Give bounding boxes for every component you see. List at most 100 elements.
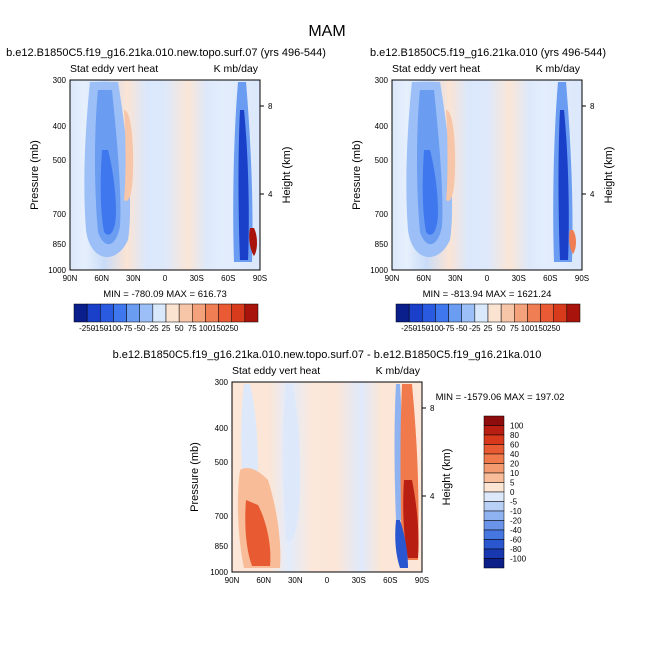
colorbar-swatch	[483, 463, 505, 474]
panel-2-subtitle-left: Stat eddy vert heat	[392, 63, 480, 75]
colorbar-label: 50	[497, 324, 506, 333]
colorbar-swatch	[139, 303, 154, 323]
colorbar-label: -150	[92, 324, 109, 333]
colorbar-swatch	[566, 303, 581, 323]
panel-2-right-tick-label: 4	[590, 190, 595, 199]
panel-3-y-tick: 300	[215, 378, 229, 387]
panel-1-x-tick: 90N	[63, 274, 78, 283]
colorbar-swatch	[474, 303, 489, 323]
colorbar-swatch	[178, 303, 193, 323]
colorbar-swatch	[483, 558, 505, 569]
colorbar-label: 40	[510, 450, 519, 459]
panel-3-right-tick-label: 4	[430, 492, 435, 501]
panel-1-subtitle-right: K mb/day	[214, 63, 259, 75]
colorbar-label: 0	[510, 488, 515, 497]
colorbar-swatch	[483, 510, 505, 521]
panel-3-stats: MIN = -1579.06 MAX = 197.02	[436, 392, 565, 403]
panel-2-plot-area	[391, 79, 583, 271]
colorbar-label: 150	[212, 324, 226, 333]
colorbar-label: -50	[134, 324, 146, 333]
colorbar-label: -20	[510, 517, 522, 526]
panel-3-blue-band-mid	[283, 384, 300, 542]
colorbar-swatch	[395, 303, 410, 323]
colorbar-label: 20	[510, 460, 519, 469]
colorbar-swatch	[483, 520, 505, 531]
panel-3-title: b.e12.B1850C5.f19_g16.21ka.010.new.topo.…	[113, 349, 542, 361]
panel-1-x-tick: 0	[163, 274, 168, 283]
panel-3-frame	[231, 381, 423, 573]
colorbar-swatch	[113, 303, 127, 323]
colorbar-swatch	[205, 303, 219, 323]
colorbar-swatch	[73, 303, 88, 323]
colorbar-swatch	[435, 303, 449, 323]
panel-1-x-tick: 30S	[190, 274, 204, 283]
panel-2-y-tick: 300	[375, 76, 389, 85]
panel-3-blue-dip-south	[395, 520, 408, 568]
panel-1-frame	[69, 79, 261, 271]
panel-3-plot-area	[231, 381, 423, 573]
colorbar-swatch	[483, 415, 505, 426]
panel-1-y-axis-label: Pressure (mb)	[29, 140, 41, 210]
colorbar-swatch	[483, 434, 505, 445]
colorbar-label: -40	[510, 526, 522, 535]
panel-2-y-tick: 400	[375, 122, 389, 131]
panel-2-y-tick: 700	[375, 210, 389, 219]
panel-3-x-tick: 60N	[256, 576, 271, 585]
panel-1-plot-area	[69, 79, 261, 271]
colorbar-label: -25	[147, 324, 159, 333]
panel-3: b.e12.B1850C5.f19_g16.21ka.010.new.topo.…	[113, 349, 565, 585]
panel-2-y-tick: 500	[375, 156, 389, 165]
panel-2-y-ticks: 300 400 500 700 850 1000	[370, 76, 388, 275]
panel-3-x-tick: 30N	[288, 576, 303, 585]
panel-2-orange-spot	[569, 230, 576, 254]
colorbar-label: -75	[443, 324, 455, 333]
colorbar-label: 25	[484, 324, 493, 333]
colorbar-swatch	[553, 303, 568, 323]
panel-2-title: b.e12.B1850C5.f19_g16.21ka.010 (yrs 496-…	[370, 47, 606, 59]
panel-3-red-core-south	[403, 480, 419, 558]
panel-3-y-tick: 500	[215, 458, 229, 467]
panel-2-x-tick: 90S	[575, 274, 589, 283]
colorbar-label: -80	[510, 545, 522, 554]
panel-1-colorbar: -250-150-100 -75 -50 -25 25 50 75 100 150 250	[73, 303, 259, 333]
panel-3-subtitle-right: K mb/day	[376, 365, 421, 377]
colorbar-label: -25	[469, 324, 481, 333]
panel-2-x-tick: 90N	[385, 274, 400, 283]
colorbar-swatch	[483, 482, 505, 493]
panel-2-stats: MIN = -813.94 MAX = 1621.24	[423, 289, 552, 300]
colorbar-label: -100	[105, 324, 122, 333]
colorbar-label: -10	[510, 507, 522, 516]
panel-3-x-tick: 90N	[225, 576, 240, 585]
colorbar-label: 250	[547, 324, 561, 333]
panel-2-right-tick-label: 8	[590, 102, 595, 111]
colorbar-label: 75	[188, 324, 197, 333]
panel-1-right-axis-label: Height (km)	[281, 147, 293, 204]
colorbar-label: -75	[121, 324, 133, 333]
panel-2-colorbar: -250-150-100 -75 -50 -25 25 50 75 100 150 250	[395, 303, 581, 333]
panel-2-frame	[391, 79, 583, 271]
colorbar-label: 150	[534, 324, 548, 333]
colorbar-label: 50	[175, 324, 184, 333]
colorbar-swatch	[483, 491, 505, 502]
colorbar-label: -5	[510, 498, 518, 507]
panel-1-orange-band	[124, 110, 134, 201]
colorbar-label: -250	[401, 324, 418, 333]
panel-1-y-tick: 400	[53, 122, 67, 131]
panel-2-y-axis-label: Pressure (mb)	[351, 140, 363, 210]
panel-1-x-ticks: 90N 60N 30N 0 30S 60S 90S	[63, 274, 267, 283]
colorbar-swatch	[487, 303, 502, 323]
panel-2-x-tick: 60S	[543, 274, 557, 283]
panel-1-blue-core-north-deep	[100, 150, 116, 235]
panel-1-right-tick-label: 4	[268, 190, 273, 199]
colorbar-swatch	[461, 303, 476, 323]
colorbar-label: 60	[510, 441, 519, 450]
colorbar-swatch	[514, 303, 528, 323]
panel-3-x-tick: 30S	[352, 576, 366, 585]
colorbar-swatch	[231, 303, 246, 323]
panel-3-subtitle-left: Stat eddy vert heat	[232, 365, 320, 377]
panel-2-orange-band	[446, 110, 456, 201]
colorbar-swatch	[483, 539, 505, 550]
panel-1-y-tick: 1000	[48, 266, 66, 275]
